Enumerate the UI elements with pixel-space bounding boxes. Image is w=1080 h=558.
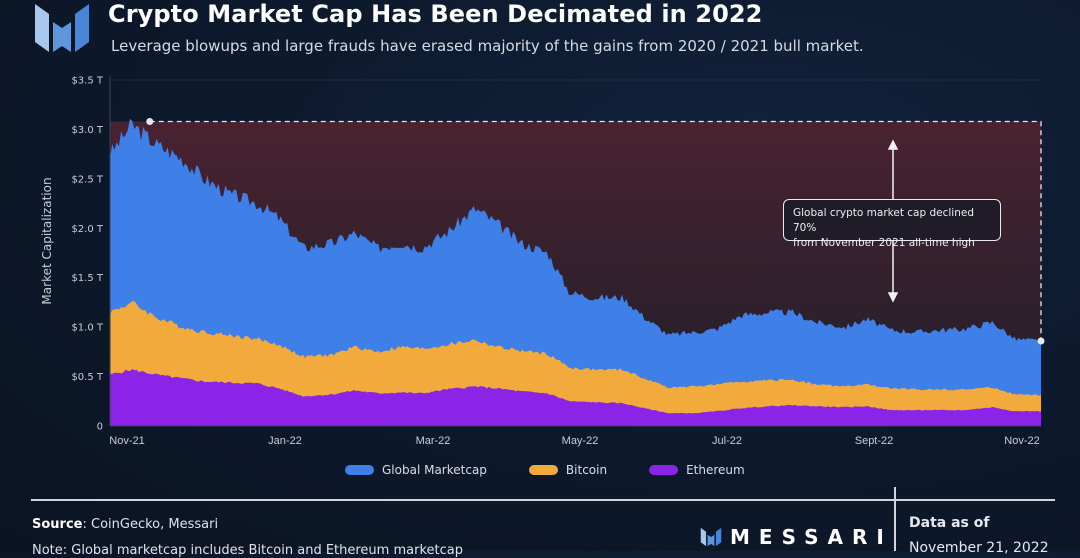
ath-dashed-line: [149, 120, 1042, 341]
y-axis-label: Market Capitalization: [40, 177, 54, 304]
legend-label-ethereum: Ethereum: [686, 463, 745, 477]
y-tick-label: $2.0 T: [71, 224, 103, 235]
peak-marker: [146, 118, 154, 126]
legend-item-bitcoin[interactable]: Bitcoin: [528, 463, 608, 477]
x-tick-label: Sept-22: [855, 435, 894, 447]
x-tick-label: Mar-22: [416, 435, 451, 447]
callout-line-1: Global crypto market cap declined 70%: [793, 207, 975, 234]
legend-swatch-bitcoin: [528, 465, 558, 475]
x-tick-label: Nov-22: [1004, 435, 1039, 447]
footer-divider: [31, 499, 1055, 501]
y-tick-label: $3.0 T: [71, 125, 103, 136]
chart-title: Crypto Market Cap Has Been Decimated in …: [108, 0, 763, 28]
x-tick-label: Jan-22: [268, 435, 302, 447]
arrow-up-head-icon: [887, 139, 899, 150]
market-cap-chart: 0 $0.5 T $1.0 T $1.5 T $2.0 T $2.5 T $3.0 T $3.…: [40, 76, 1045, 447]
legend-swatch-global: [345, 465, 374, 475]
legend-label-global: Global Marketcap: [382, 463, 487, 477]
arrow-down-head-icon: [887, 292, 899, 303]
legend-item-ethereum[interactable]: Ethereum: [649, 463, 745, 477]
area-global-marketcap: [110, 118, 1041, 427]
decline-callout: Global crypto market cap declined 70% fr…: [783, 199, 1001, 249]
source-label: Source: [32, 517, 83, 532]
messari-brand-icon: [700, 527, 722, 547]
chart-subtitle: Leverage blowups and large frauds have e…: [111, 37, 864, 55]
messari-brand: MESSARI: [700, 525, 893, 549]
y-tick-label: $3.5 T: [71, 76, 103, 87]
source-value: : CoinGecko, Messari: [82, 517, 219, 532]
legend-swatch-ethereum: [649, 465, 679, 475]
x-tick-label: Nov-21: [109, 435, 144, 447]
messari-logo-icon: [35, 4, 89, 52]
y-tick-label: $1.0 T: [71, 323, 103, 334]
callout-line-2: from November 2021 all-time high: [793, 237, 975, 249]
footer-vertical-divider: [894, 487, 896, 551]
y-tick-label: $2.5 T: [71, 174, 103, 185]
y-tick-labels: 0 $0.5 T $1.0 T $1.5 T $2.0 T $2.5 T $3.0 T $3.…: [71, 76, 103, 433]
data-as-of-date: November 21, 2022: [909, 540, 1049, 556]
brand-wordmark: MESSARI: [730, 525, 893, 549]
data-as-of-label: Data as of: [909, 515, 990, 531]
chart-legend: Global Marketcap Bitcoin Ethereum: [345, 463, 787, 477]
area-ethereum: [110, 369, 1041, 426]
legend-label-bitcoin: Bitcoin: [565, 463, 608, 477]
legend-item-global[interactable]: Global Marketcap: [345, 463, 487, 477]
y-tick-label: $0.5 T: [71, 372, 103, 383]
x-tick-label: Jul-22: [712, 435, 742, 447]
x-tick-labels: Nov-21 Jan-22 Mar-22 May-22 Jul-22 Sept-22 Nov…: [109, 435, 1039, 447]
end-marker: [1037, 337, 1045, 345]
decline-arrow: [887, 139, 899, 303]
y-tick-label: $1.5 T: [71, 273, 103, 284]
x-tick-label: May-22: [562, 435, 599, 447]
y-tick-label: 0: [97, 422, 103, 433]
source-text: Source: CoinGecko, Messari: [32, 517, 218, 532]
